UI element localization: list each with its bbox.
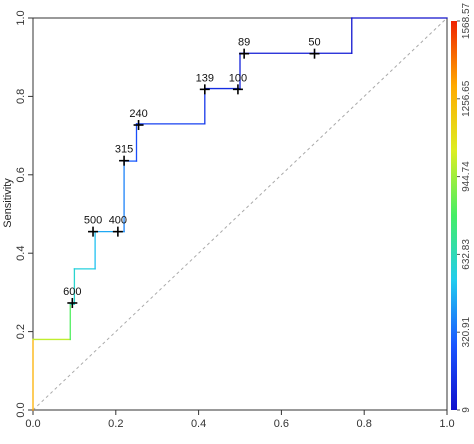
threshold-label: 240 [129,108,147,120]
threshold-point: 139 [196,72,214,95]
threshold-point: 500 [84,215,102,237]
threshold-label: 89 [238,37,250,49]
diagonal-line [32,17,448,411]
threshold-label: 600 [63,286,81,298]
threshold-point: 600 [63,286,82,308]
y-tick-label: 0.6 [15,167,27,182]
y-tick-label: 0.4 [15,246,27,261]
threshold-point: 50 [308,37,321,59]
threshold-label: 315 [115,144,133,156]
y-axis-title: Sensitivity [2,178,14,228]
threshold-point: 100 [229,72,247,95]
threshold-point: 89 [238,37,250,59]
x-tick-label: 0.8 [357,418,372,430]
y-tick-label: 0.8 [15,89,27,104]
colorbar-gradient [451,21,457,410]
y-tick-label: 0.2 [15,324,27,339]
threshold-point: 400 [109,215,127,237]
colorbar-tick-label: 944.74 [461,161,472,192]
threshold-label: 139 [196,72,214,84]
colorbar-tick-label: 632.83 [461,239,472,270]
threshold-label: 100 [229,72,247,84]
y-tick-label: 1.0 [15,10,27,25]
x-tick-label: 0.0 [25,418,40,430]
colorbar-tick-label: 320.91 [461,316,472,347]
colorbar-tick-label: 1256.65 [461,80,472,117]
threshold-point: 240 [129,108,148,131]
threshold-label: 500 [84,215,102,227]
x-tick-label: 0.2 [108,418,123,430]
threshold-markers: 600 500 400 315 240 139 100 89 50 [63,37,321,308]
x-tick-label: 1.0 [439,418,454,430]
threshold-label: 400 [109,215,127,227]
threshold-label: 50 [308,37,320,49]
y-axis: 0.0 0.2 0.4 0.6 0.8 1.0 [15,10,33,418]
colorbar: 9 320.91 632.83 944.74 1256.65 1568.57 [451,2,472,413]
x-tick-label: 0.6 [274,418,289,430]
x-axis: 0.0 0.2 0.4 0.6 0.8 1.0 [25,410,455,430]
x-tick-label: 0.4 [191,418,206,430]
plot-border [32,17,448,411]
plot-area [32,17,448,411]
diagonal-reference-line [32,17,448,411]
threshold-point: 315 [115,144,133,166]
colorbar-tick-label: 1568.57 [461,2,472,39]
y-tick-label: 0.0 [15,402,27,417]
colorbar-tick-label: 9 [461,407,472,413]
